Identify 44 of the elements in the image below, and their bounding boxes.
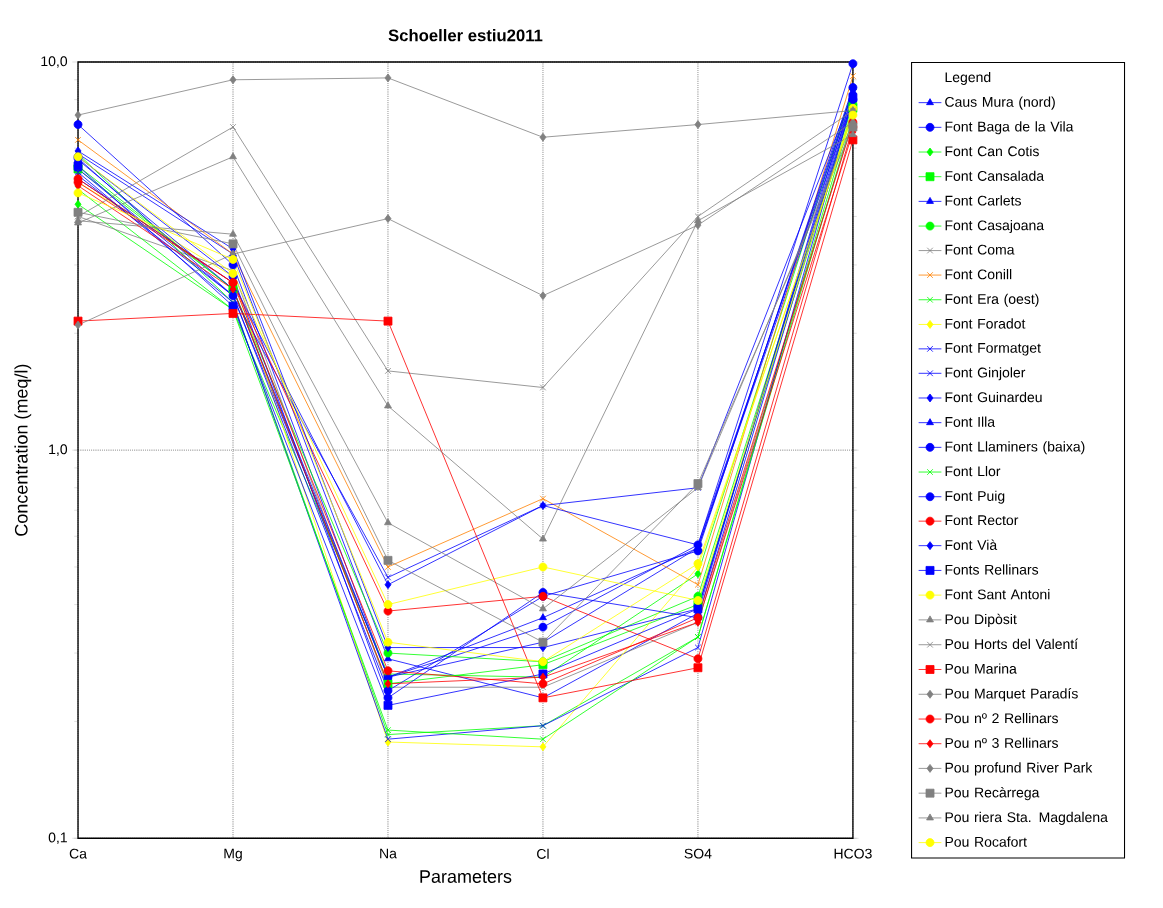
legend-label: Pou profund River Park: [945, 762, 1093, 776]
legend-label: Pou Marquet Paradís: [945, 687, 1078, 702]
legend-label: Font Casajoana: [945, 219, 1045, 233]
legend-label: Font Carlets: [945, 195, 1021, 206]
x-tick-label: HCO3: [834, 848, 872, 859]
legend-label: Font Conill: [945, 268, 1012, 280]
chart-title: Schoeller estiu2011: [388, 28, 543, 42]
legend-label: Pou Horts del Valentí: [945, 638, 1079, 649]
legend-label: Pou Dipòsit: [945, 613, 1017, 627]
y-tick-label: 10,0: [41, 56, 68, 68]
legend-label: Caus Mura (nord): [945, 96, 1055, 110]
x-tick-label: Cl: [537, 848, 549, 859]
legend-label: Pou Rocafort: [945, 836, 1027, 847]
x-tick-label: Na: [380, 848, 397, 859]
x-tick-label: Ca: [69, 848, 87, 859]
legend-label: Font Era (oest): [945, 293, 1039, 307]
legend-title: Legend: [945, 71, 991, 85]
legend-label: Font Baga de la Vila: [945, 121, 1074, 135]
y-tick-label: 0,1: [48, 832, 67, 844]
legend-label: Font Rector: [945, 515, 1019, 525]
y-tick-label: 1,0: [49, 444, 68, 456]
legend-label: Pou Marina: [945, 663, 1017, 674]
legend-label: Font Sant Antoni: [945, 588, 1050, 600]
legend-label: Font Llaminers (baixa): [945, 441, 1085, 455]
legend-label: Fonts Rellinars: [945, 564, 1039, 575]
legend-label: Font Illa: [945, 416, 996, 427]
legend-label: Font Foradot: [945, 318, 1026, 329]
x-tick-label: SO4: [684, 848, 712, 859]
legend-label: Font Cansalada: [945, 170, 1045, 181]
legend-label: Font Puig: [945, 490, 1005, 504]
legend-label: Pou riera Sta. Magdalena: [945, 811, 1108, 825]
legend-label: Font Vià: [945, 539, 998, 550]
x-tick-label: Mg: [224, 848, 242, 862]
legend-label: Font Coma: [945, 244, 1015, 255]
legend-label: Pou Recàrrega: [945, 786, 1040, 801]
legend-label: Font Ginjoler: [945, 367, 1026, 381]
legend-label: Pou nº 2 Rellinars: [945, 712, 1058, 724]
legend-label: Font Guinardeu: [945, 391, 1042, 403]
legend-label: Font Formatget: [945, 342, 1041, 356]
x-axis-title: Parameters: [420, 870, 512, 883]
y-axis-title: Concentration (meq/l): [14, 364, 32, 536]
legend-label: Pou nº 3 Rellinars: [945, 737, 1058, 748]
legend-label: Font Can Cotis: [945, 145, 1039, 157]
legend-label: Font Llor: [945, 465, 1001, 477]
